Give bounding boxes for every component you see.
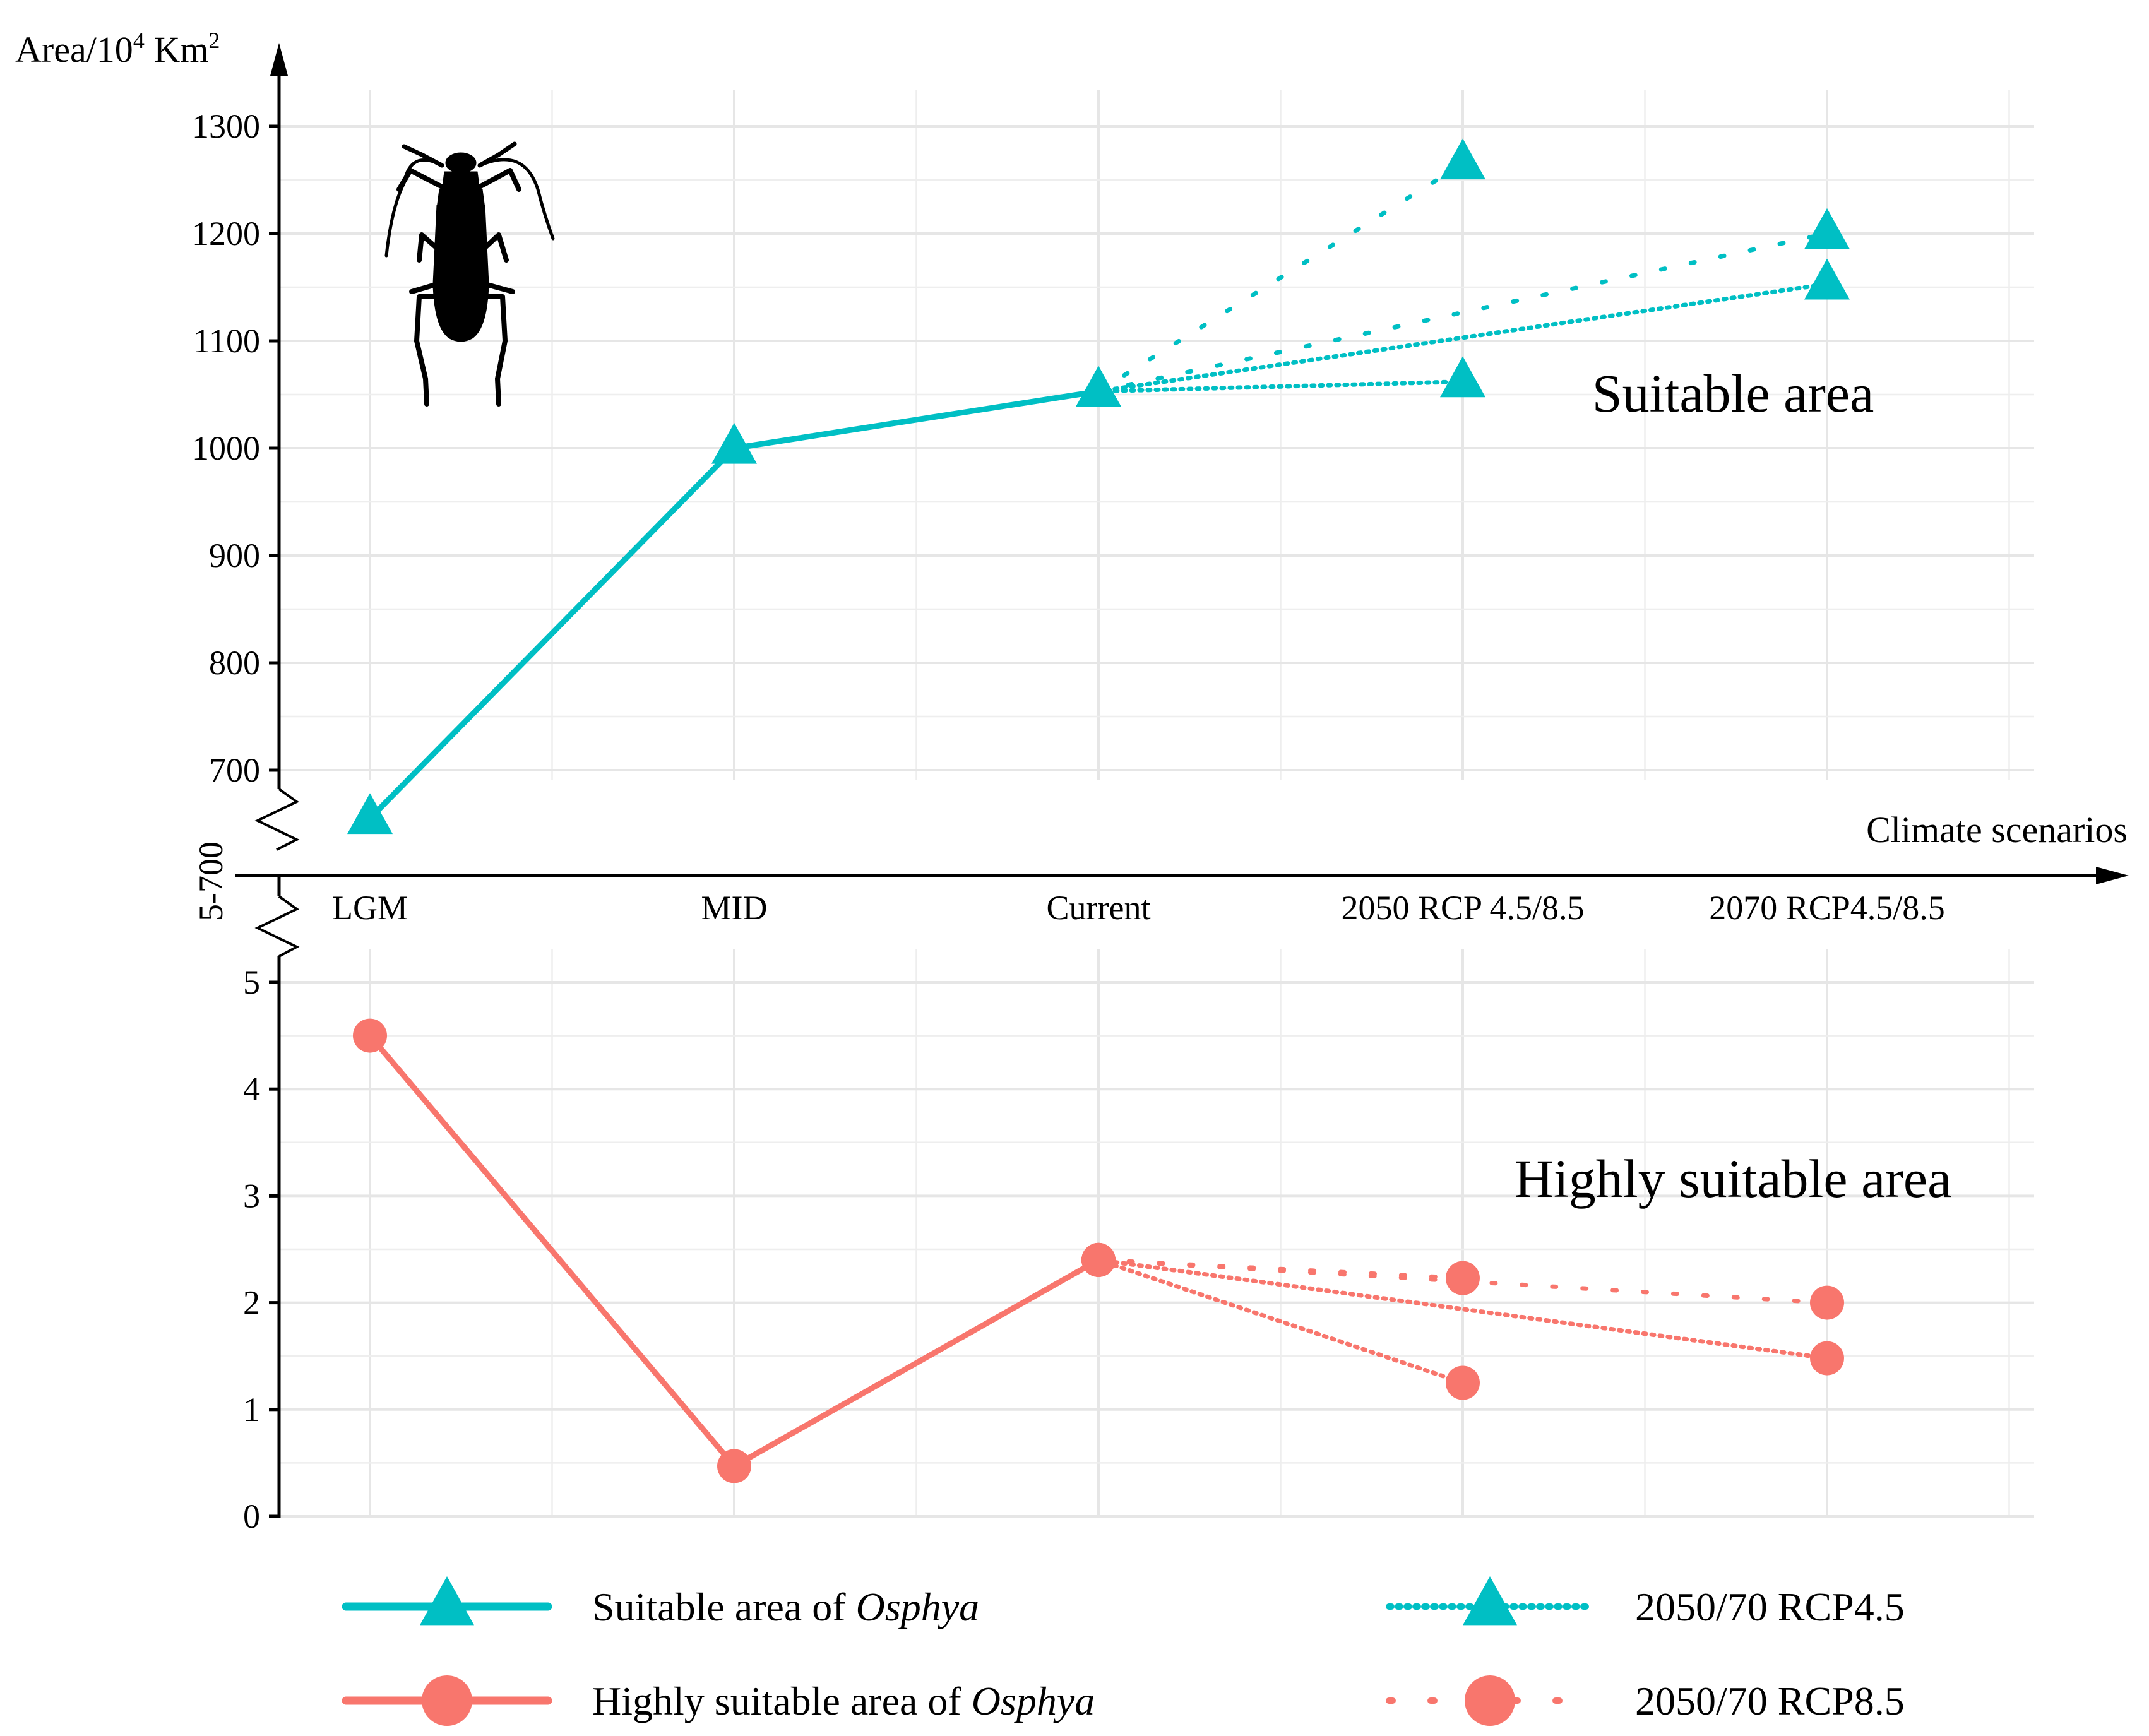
circle-marker (1446, 1261, 1480, 1295)
legend-item: 2050/70 RCP8.5 (1386, 1675, 1905, 1726)
triangle-marker (1076, 366, 1121, 407)
series (347, 138, 1850, 1483)
circle-marker (422, 1675, 472, 1726)
legend-label: 2050/70 RCP8.5 (1635, 1679, 1905, 1723)
x-tick-label: LGM (332, 889, 408, 927)
y-tick-label: 2 (243, 1284, 260, 1322)
beetle-silhouette-icon (384, 141, 555, 407)
triangle-marker (1804, 208, 1850, 249)
x-tick-label: MID (701, 889, 768, 927)
circle-marker (353, 1018, 387, 1053)
series-line (1096, 379, 1465, 394)
y-tick-label: 1300 (192, 107, 260, 145)
y-tick-label: 1200 (192, 215, 260, 253)
legend: Suitable area of Osphya Highly suitable a… (342, 1576, 1905, 1726)
panel-label-suitable: Suitable area (1592, 363, 1874, 424)
y-tick-label: 900 (209, 537, 260, 574)
circle-marker (1081, 1242, 1116, 1277)
y-axis-break-upper (254, 788, 300, 851)
series-line (1096, 282, 1830, 394)
triangle-marker (420, 1576, 474, 1626)
y-tick-label: 800 (209, 644, 260, 682)
series-line (1096, 162, 1465, 394)
y-tick-label: 1000 (192, 429, 260, 467)
triangle-marker (1440, 138, 1485, 180)
legend-label: Suitable area of Osphya (592, 1584, 979, 1629)
legend-label: Highly suitable area of Osphya (592, 1679, 1095, 1723)
y-tick-label: 3 (243, 1177, 260, 1215)
triangle-marker (1804, 258, 1850, 300)
triangle-marker (711, 422, 757, 464)
x-axis-arrow (2096, 867, 2129, 884)
y-axis-break-lower (254, 895, 300, 958)
series-line (1096, 231, 1830, 394)
y-tick-label: 0 (243, 1497, 260, 1535)
y-break-label: 5-700 (192, 841, 230, 921)
series-line (1096, 1257, 1465, 1385)
y-tick-label: 5 (243, 963, 260, 1001)
y-tick-label: 700 (209, 751, 260, 789)
legend-item: Suitable area of Osphya (342, 1576, 979, 1629)
y-axis-title: Area/104 Km2 (15, 28, 220, 70)
x-tick-label: Current (1047, 889, 1151, 927)
legend-label: 2050/70 RCP4.5 (1635, 1584, 1905, 1629)
triangle-marker (1440, 356, 1485, 398)
y-axis-arrow (270, 43, 288, 76)
circle-marker (717, 1449, 751, 1483)
circle-marker (1810, 1285, 1844, 1320)
circle-marker (1465, 1675, 1515, 1726)
legend-item: 2050/70 RCP4.5 (1386, 1576, 1905, 1629)
x-tick-label: 2070 RCP4.5/8.5 (1709, 889, 1945, 927)
triangle-marker (1463, 1576, 1517, 1626)
series-line (1096, 1257, 1830, 1361)
y-tick-label: 1 (243, 1391, 260, 1429)
y-tick-label: 4 (243, 1070, 260, 1108)
circle-marker (1446, 1365, 1480, 1400)
y-tick-label: 1100 (193, 322, 260, 360)
panel-label-highly-suitable: Highly suitable area (1515, 1148, 1952, 1209)
triangle-marker (347, 793, 393, 835)
x-axis-title: Climate scenarios (1866, 809, 2128, 850)
legend-item: Highly suitable area of Osphya (342, 1675, 1095, 1726)
circle-marker (1810, 1341, 1844, 1376)
axes: 700 800 900 1000 1100 1200 1300 0 1 2 3 4 5 LGM MID Cur… (192, 43, 2129, 1535)
x-tick-label: 2050 RCP 4.5/8.5 (1341, 889, 1584, 927)
grid (279, 90, 2034, 1518)
